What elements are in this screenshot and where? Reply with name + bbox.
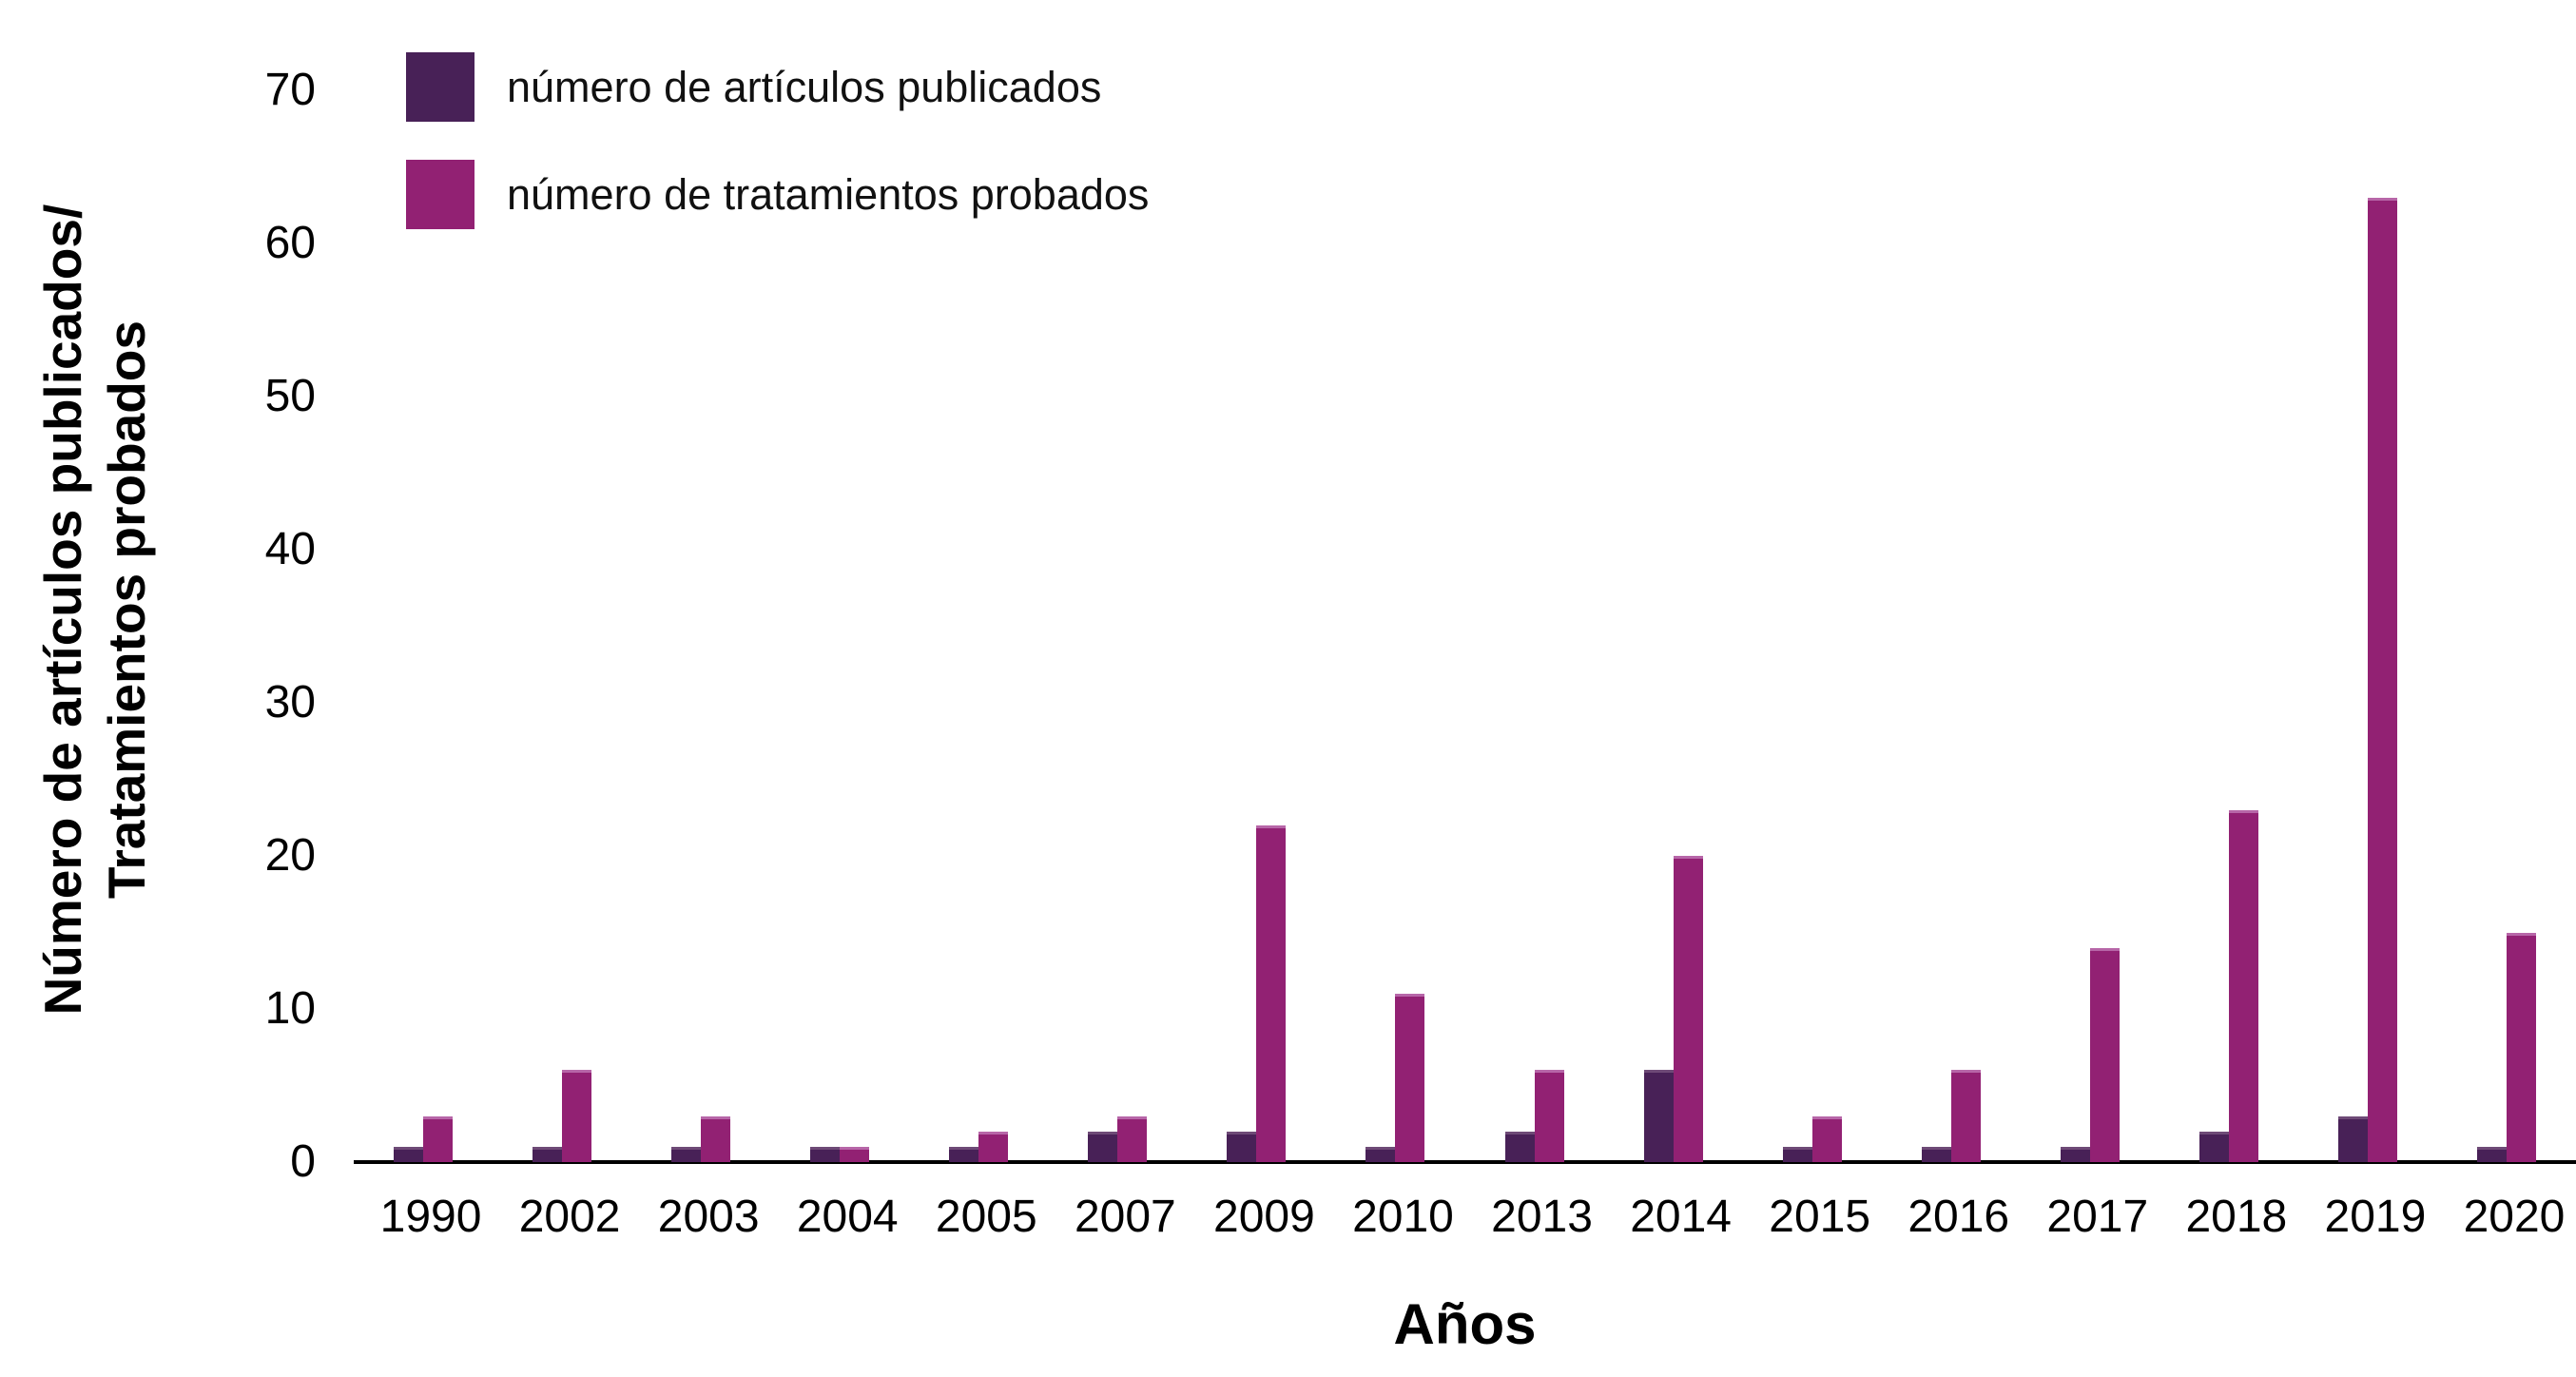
bar-1990-articulos — [394, 1146, 424, 1162]
legend-swatch-articulos — [406, 52, 475, 122]
bar-2003-tratamientos — [701, 1115, 731, 1162]
bar-2017-tratamientos — [2089, 947, 2120, 1162]
bar-2004-articulos — [810, 1146, 841, 1162]
legend-label-articulos: número de artículos publicados — [507, 62, 1102, 111]
bar-2013-tratamientos — [1534, 1070, 1564, 1162]
bar-2017-articulos — [2060, 1146, 2090, 1162]
bar-2018-tratamientos — [2228, 809, 2258, 1162]
bar-2019-tratamientos — [2367, 197, 2397, 1162]
bar-2014-tratamientos — [1673, 856, 1703, 1162]
x-tick-label: 2015 — [1769, 1192, 1871, 1242]
bar-1990-tratamientos — [423, 1115, 454, 1162]
bar-2016-tratamientos — [1950, 1070, 1981, 1162]
x-tick-label: 2003 — [657, 1192, 760, 1242]
x-tick-label: 2005 — [935, 1192, 1037, 1242]
bar-2020-tratamientos — [2506, 932, 2536, 1162]
y-tick-label: 60 — [264, 218, 316, 268]
bar-2010-tratamientos — [1395, 993, 1425, 1162]
bar-2002-articulos — [533, 1146, 563, 1162]
x-tick-label: 2020 — [2463, 1192, 2566, 1242]
legend-label-tratamientos: número de tratamientos probados — [507, 169, 1150, 219]
bar-2005-articulos — [949, 1146, 979, 1162]
bar-2016-articulos — [1921, 1146, 1951, 1162]
bar-2005-tratamientos — [978, 1131, 1009, 1162]
x-tick-label: 2004 — [796, 1192, 899, 1242]
x-tick-label: 2017 — [2046, 1192, 2149, 1242]
bar-2013-articulos — [1504, 1131, 1535, 1162]
bar-2002-tratamientos — [562, 1070, 592, 1162]
y-tick-label: 0 — [290, 1136, 316, 1187]
x-tick-label: 2019 — [2324, 1192, 2427, 1242]
x-axis-title: Años — [1393, 1292, 1537, 1356]
bar-2015-articulos — [1782, 1146, 1812, 1162]
x-tick-label: 2007 — [1074, 1192, 1176, 1242]
legend-item-articulos: número de artículos publicados — [406, 52, 1149, 122]
bar-2020-articulos — [2476, 1146, 2507, 1162]
y-tick-label: 10 — [264, 983, 316, 1034]
x-axis-line — [354, 1160, 2576, 1164]
y-tick-label: 70 — [264, 65, 316, 115]
x-tick-label: 2018 — [2185, 1192, 2288, 1242]
bar-2015-tratamientos — [1811, 1115, 1842, 1162]
bar-2014-articulos — [1643, 1070, 1674, 1162]
x-tick-label: 2013 — [1491, 1192, 1593, 1242]
y-axis-title-line1: Número de artículos publicados/ — [32, 204, 92, 1016]
bar-2019-articulos — [2337, 1115, 2368, 1162]
y-axis-title-line2: Tratamientos probados — [97, 320, 157, 900]
x-tick-label: 1990 — [379, 1192, 482, 1242]
legend-item-tratamientos: número de tratamientos probados — [406, 160, 1149, 229]
x-tick-label: 2009 — [1213, 1192, 1315, 1242]
x-tick-label: 2014 — [1630, 1192, 1732, 1242]
legend: número de artículos publicados número de… — [406, 52, 1149, 267]
bar-2007-articulos — [1088, 1131, 1118, 1162]
bar-2007-tratamientos — [1117, 1115, 1148, 1162]
y-tick-label: 20 — [264, 830, 316, 881]
bar-2009-articulos — [1227, 1131, 1257, 1162]
y-axis-title-text: Número de artículos publicados/ Tratamie… — [31, 204, 159, 1016]
x-tick-label: 2002 — [518, 1192, 621, 1242]
y-tick-label: 30 — [264, 677, 316, 727]
bar-2010-articulos — [1365, 1146, 1396, 1162]
x-tick-label: 2016 — [1908, 1192, 2010, 1242]
bar-2004-tratamientos — [840, 1146, 870, 1162]
legend-swatch-tratamientos — [406, 160, 475, 229]
bar-2009-tratamientos — [1256, 824, 1287, 1162]
bar-2003-articulos — [671, 1146, 702, 1162]
bar-2018-articulos — [2198, 1131, 2229, 1162]
y-tick-label: 50 — [264, 371, 316, 421]
y-tick-label: 40 — [264, 524, 316, 574]
x-tick-label: 2010 — [1352, 1192, 1454, 1242]
